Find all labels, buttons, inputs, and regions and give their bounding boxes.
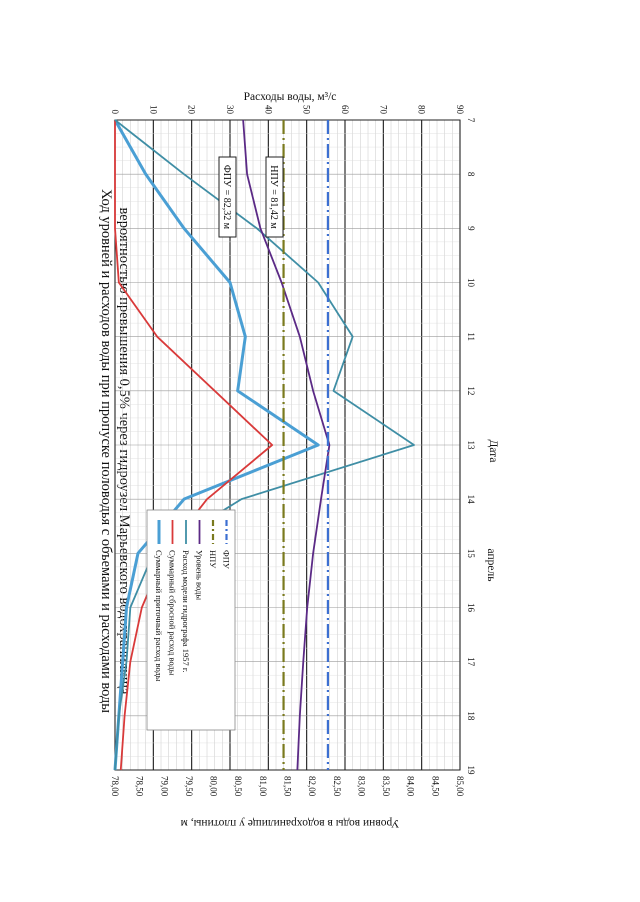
y-left-axis-label: Расходы воды, м³/с — [244, 91, 337, 103]
y-right-tick-label: 82,00 — [307, 776, 317, 797]
x-tick-label: 19 — [466, 766, 476, 776]
y-left-tick-label: 10 — [148, 105, 158, 115]
y-right-tick-label: 83,00 — [356, 776, 366, 797]
y-left-tick-label: 80 — [417, 105, 427, 115]
legend-label-0: Суммарный приточный расход воды — [154, 550, 164, 682]
y-left-tick-label: 30 — [225, 105, 235, 115]
legend-label-5: ФПУ — [222, 550, 232, 570]
annotation-fpu-text: ФПУ = 82,32 м — [221, 165, 232, 230]
y-right-tick-label: 79,00 — [159, 776, 169, 797]
legend-label-2: Расход модели гидрографа 1957 г. — [181, 550, 191, 673]
annotation-fpu-box — [218, 156, 237, 238]
y-left-tick-label: 90 — [455, 105, 465, 115]
y-right-tick-label: 80,50 — [233, 776, 243, 797]
y-right-tick-label: 78,00 — [110, 776, 120, 797]
y-left-tick-label: 50 — [302, 105, 312, 115]
chart-title-line-2: вероятностью превышения 0,5% через гидро… — [116, 208, 132, 695]
y-right-tick-label: 78,50 — [135, 776, 145, 797]
legend-label-1: Суммарный сбросной расход воды — [168, 550, 178, 676]
left-axis-ticks: 0 10 20 30 40 50 60 70 80 90 — [110, 105, 465, 115]
legend-label-4: НПУ — [208, 550, 218, 569]
annotation-npu-box — [265, 156, 284, 238]
y-right-axis-label: Уровни воды в водохранилище у плотины, м — [180, 817, 399, 829]
x-tick-label: 15 — [466, 549, 476, 559]
y-right-tick-label: 81,00 — [258, 776, 268, 797]
plot-frame — [114, 119, 461, 771]
y-right-tick-label: 84,50 — [430, 776, 440, 797]
series-layer — [113, 119, 415, 771]
x-tick-label: 12 — [466, 386, 476, 395]
legend-label-3: Уровень воды — [195, 550, 205, 600]
series-line-3 — [242, 119, 331, 771]
y-left-tick-label: 70 — [378, 105, 388, 115]
y-right-tick-label: 79,50 — [184, 776, 194, 797]
x-tick-label: 9 — [466, 226, 476, 231]
y-right-tick-label: 83,50 — [381, 776, 391, 797]
x-axis-ticks: 7 8 9 10 11 12 13 14 15 16 17 18 19 — [466, 118, 476, 775]
y-left-tick-label: 60 — [340, 105, 350, 115]
x-tick-label: 7 — [466, 118, 476, 123]
y-right-tick-label: 85,00 — [455, 776, 465, 797]
y-right-tick-label: 82,50 — [332, 776, 342, 797]
y-right-tick-label: 80,00 — [209, 776, 219, 797]
x-tick-label: 8 — [466, 172, 476, 177]
x-tick-label: 18 — [466, 711, 476, 721]
x-tick-label: 14 — [466, 495, 476, 505]
y-left-tick-label: 20 — [187, 105, 197, 115]
series-line-1 — [114, 120, 274, 771]
x-tick-label: 10 — [466, 278, 476, 288]
annotation-fpu: ФПУ = 82,32 м — [218, 156, 237, 238]
x-axis-sublabel: апрель — [485, 549, 497, 582]
x-tick-label: 17 — [466, 657, 476, 667]
annotation-npu: НПУ = 81,42 м — [265, 156, 284, 238]
right-axis-ticks: 78,00 78,50 79,00 79,50 80,00 80,50 81,00 81,50… — [110, 776, 465, 797]
y-right-tick-label: 84,00 — [406, 776, 416, 797]
x-tick-label: 11 — [466, 332, 476, 341]
x-axis-label: Дата — [487, 440, 499, 463]
legend-box — [146, 509, 236, 731]
legend: Суммарный приточный расход воды Суммарный… — [146, 509, 236, 731]
y-right-tick-label: 81,50 — [283, 776, 293, 797]
x-tick-label: 13 — [466, 441, 476, 451]
chart-title-line-1: Ход уровней и расходов воды при пропуске… — [98, 189, 114, 713]
y-left-tick-label: 0 — [110, 110, 120, 115]
x-tick-label: 16 — [466, 603, 476, 613]
series-line-2 — [114, 119, 415, 771]
y-left-tick-label: 40 — [263, 105, 273, 115]
annotation-npu-text: НПУ = 81,42 м — [268, 165, 279, 229]
series-line-0 — [113, 119, 320, 771]
